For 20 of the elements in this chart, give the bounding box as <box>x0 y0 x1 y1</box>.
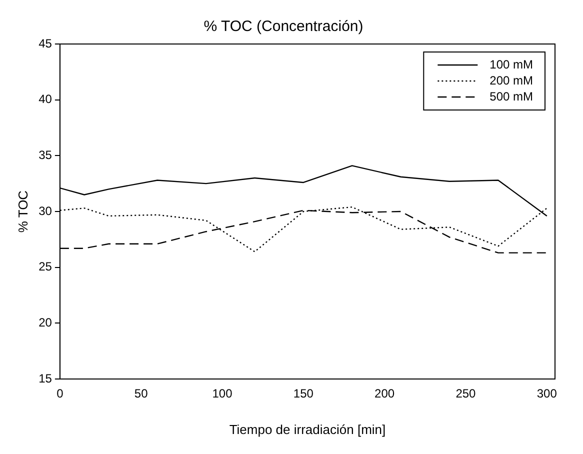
x-tick-label: 100 <box>212 386 233 401</box>
y-tick-label: 25 <box>38 260 52 274</box>
y-tick-label: 35 <box>38 148 52 162</box>
x-tick-label: 250 <box>456 386 476 401</box>
x-tick-label: 0 <box>56 386 64 401</box>
y-axis-title: % TOC <box>15 190 30 233</box>
legend-label: 100 mM <box>490 57 534 72</box>
y-tick-label: 20 <box>38 315 52 330</box>
x-tick-label: 50 <box>134 386 148 401</box>
x-tick-label: 150 <box>293 386 314 401</box>
x-tick-label: 200 <box>374 386 395 401</box>
y-tick-label: 45 <box>38 36 52 50</box>
y-tick-label: 30 <box>38 204 52 218</box>
y-tick-label: 15 <box>38 371 52 386</box>
x-axis-title: Tiempo de irradiación [min] <box>229 422 386 437</box>
legend-label: 200 mM <box>490 73 534 88</box>
legend-label: 500 mM <box>490 89 534 104</box>
chart-title: % TOC (Concentración) <box>204 18 364 36</box>
y-tick-label: 40 <box>38 92 52 106</box>
x-tick-label: 300 <box>536 386 558 401</box>
